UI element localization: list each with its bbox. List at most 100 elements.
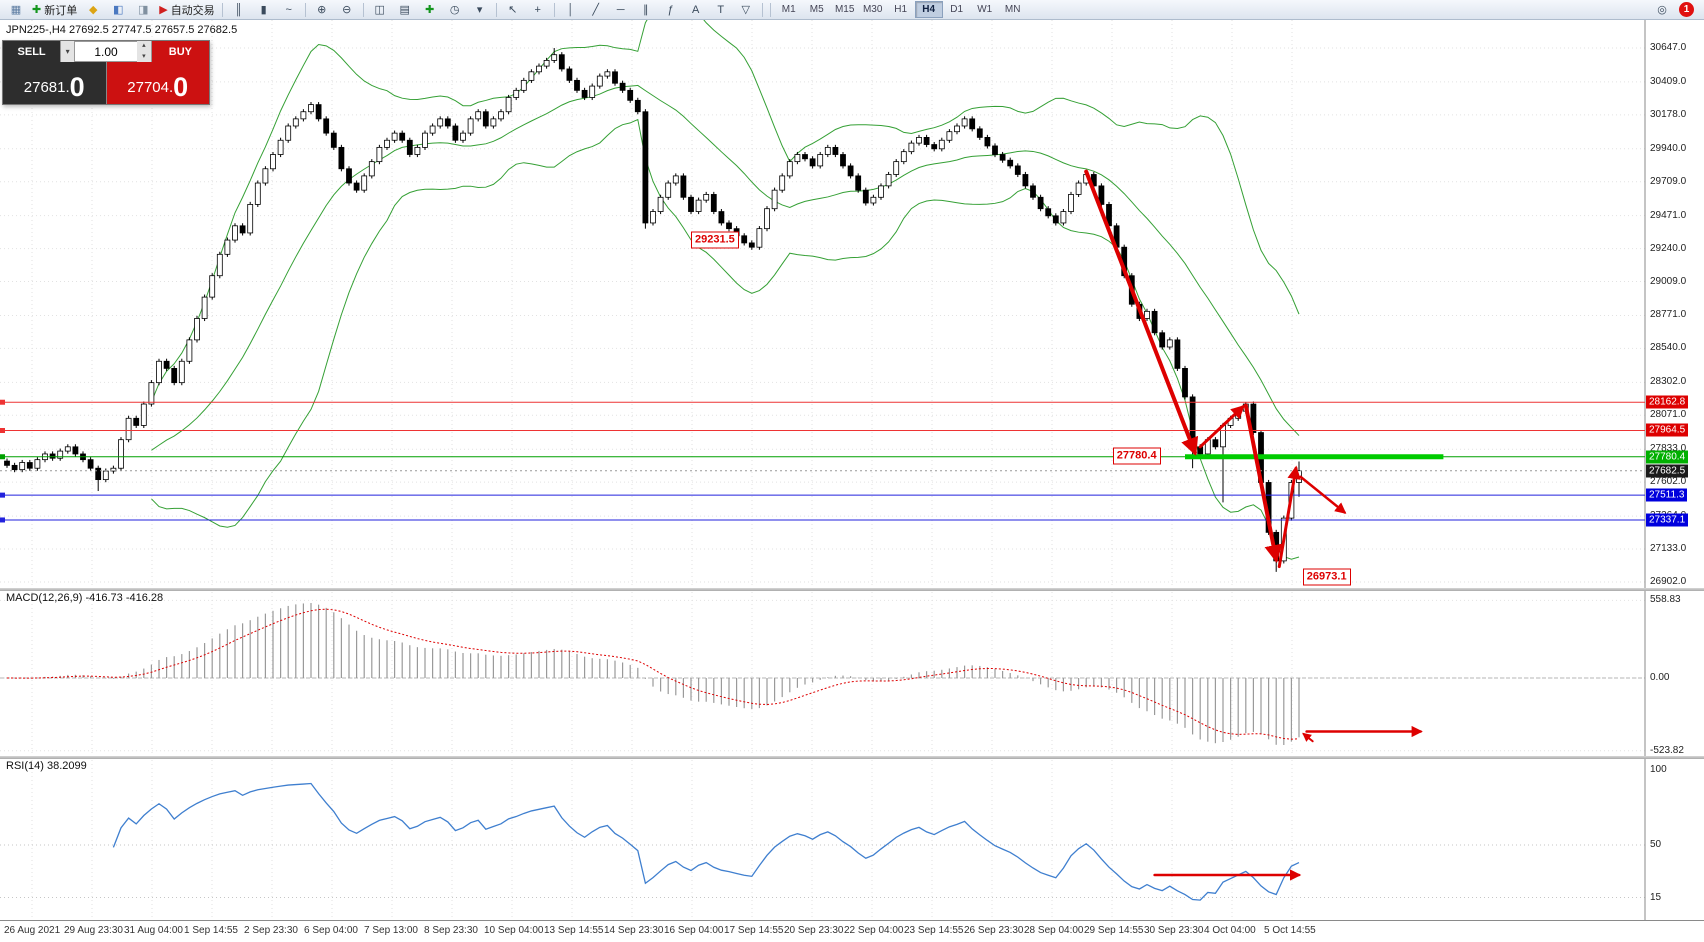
price-scale-label: 27133.0 — [1650, 543, 1687, 555]
search-icon[interactable]: ◎ — [1657, 4, 1667, 16]
timeframe-d1-button[interactable]: D1 — [950, 4, 964, 15]
drawn-arrows[interactable] — [1084, 169, 1423, 881]
sell-price-frac: 0 — [69, 72, 85, 102]
pane-separator[interactable] — [0, 756, 1704, 759]
rsi-indicator-label: RSI(14) 38.2099 — [6, 760, 87, 772]
label-tool-icon: T — [717, 3, 725, 16]
horizontal-line-tool-icon[interactable]: ─ — [609, 1, 633, 19]
arrange-windows-icon: ▤ — [399, 4, 410, 16]
cursor-icon[interactable]: ↖ — [501, 1, 525, 19]
text-tool-icon[interactable]: A — [684, 1, 708, 19]
timeframe-h4-button[interactable]: H4 — [914, 1, 943, 18]
price-tag: 27964.5 — [1646, 423, 1689, 437]
zoom-in-icon[interactable]: ⊕ — [310, 1, 334, 19]
sell-button[interactable]: SELL — [3, 41, 61, 62]
price-scale-label: 28771.0 — [1650, 309, 1687, 321]
price-annotation[interactable]: 27780.4 — [1112, 447, 1161, 465]
price-scale-label: 30178.0 — [1650, 108, 1687, 120]
timeframe-w1-button[interactable]: W1 — [977, 4, 993, 15]
trendline-tool-icon[interactable]: ╱ — [584, 1, 608, 19]
charts-window-icon[interactable]: ▦ — [4, 1, 28, 19]
data-window-icon: ◧ — [113, 4, 124, 16]
volume-input[interactable] — [75, 41, 137, 62]
toolbar: ▦ ✚ 新订单 ◆ ◧ ◨ ▶ 自动交易 ║ ▮ ~ ⊕ ⊖ ◫ ▤ ✚ ◷ ▾ ↖ + │ ╱ ─ ∥ ƒ A T ▽ M1 M5 M1… — [0, 0, 1704, 20]
autotrading-button[interactable]: ▶ 自动交易 — [156, 1, 217, 19]
sell-price[interactable]: 27681. 0 — [3, 62, 107, 104]
time-label: 4 Oct 04:00 — [1204, 925, 1256, 936]
time-label: 8 Sep 23:30 — [424, 925, 478, 936]
time-label: 28 Sep 04:00 — [1024, 925, 1084, 936]
buy-price[interactable]: 27704. 0 — [106, 62, 209, 104]
channel-tool-icon: ∥ — [642, 4, 649, 16]
templates-dropdown-icon[interactable]: ▾ — [468, 1, 492, 19]
new-order-button[interactable]: ✚ 新订单 — [29, 1, 80, 19]
candles-chart-icon: ▮ — [260, 4, 267, 16]
trend-arrow[interactable] — [1302, 732, 1314, 743]
timeframe-m1-button[interactable]: M1 — [781, 4, 796, 15]
price-scale-label: 30409.0 — [1650, 75, 1687, 87]
timeframe-mn-button[interactable]: MN — [1004, 4, 1021, 15]
channel-tool-icon[interactable]: ∥ — [634, 1, 658, 19]
arrange-windows-icon[interactable]: ▤ — [393, 1, 417, 19]
volume-up-icon[interactable]: ▴ — [137, 41, 151, 52]
time-label: 17 Sep 14:55 — [724, 925, 784, 936]
toolbar-buttons-group: ▦ ✚ 新订单 ◆ ◧ ◨ ▶ 自动交易 ║ ▮ ~ ⊕ ⊖ ◫ ▤ ✚ ◷ ▾ ↖ + │ ╱ ─ ∥ ƒ A T ▽ — [4, 1, 766, 19]
bars-chart-icon: ║ — [234, 3, 243, 16]
zoom-out-icon[interactable]: ⊖ — [335, 1, 359, 19]
price-annotation[interactable]: 26973.1 — [1302, 568, 1351, 586]
notifications-badge[interactable]: 1 — [1679, 2, 1694, 17]
macd-scale-label: -523.82 — [1650, 744, 1684, 756]
new-order-button-label: 新订单 — [44, 4, 78, 17]
trend-arrow[interactable] — [1277, 465, 1301, 569]
rsi-scale-label: 100 — [1650, 764, 1667, 775]
volume-dropdown-icon[interactable]: ▾ — [60, 41, 75, 62]
buy-button[interactable]: BUY — [151, 41, 209, 62]
data-window-icon[interactable]: ◧ — [106, 1, 130, 19]
autotrading-button: ▶ — [159, 4, 168, 16]
label-tool-icon[interactable]: T — [709, 1, 733, 19]
candles — [4, 48, 1302, 572]
candles-chart-icon[interactable]: ▮ — [252, 1, 276, 19]
market-watch-icon[interactable]: ◆ — [81, 1, 105, 19]
time-label: 30 Sep 23:30 — [1144, 925, 1204, 936]
time-label: 10 Sep 04:00 — [484, 925, 544, 936]
time-label: 22 Sep 04:00 — [844, 925, 904, 936]
line-chart-icon[interactable]: ~ — [277, 1, 301, 19]
vertical-line-tool-icon[interactable]: │ — [559, 1, 583, 19]
bars-chart-icon[interactable]: ║ — [227, 1, 251, 19]
time-label: 23 Sep 14:55 — [904, 925, 964, 936]
autotrading-button-label: 自动交易 — [170, 4, 215, 17]
pane-separator[interactable] — [0, 588, 1704, 591]
rsi-scale-label: 15 — [1650, 891, 1662, 903]
price-scale-label: 29940.0 — [1650, 142, 1687, 154]
add-indicator-icon[interactable]: ✚ — [418, 1, 442, 19]
time-label: 6 Sep 04:00 — [304, 925, 358, 936]
price-annotation[interactable]: 29231.5 — [691, 231, 739, 249]
crosshair-icon[interactable]: + — [526, 1, 550, 19]
horizontal-levels[interactable] — [0, 399, 1645, 523]
timeframe-h1-button[interactable]: H1 — [894, 4, 908, 15]
shapes-tool-icon[interactable]: ▽ — [734, 1, 758, 19]
timeframe-m5-button[interactable]: M5 — [809, 4, 824, 15]
period-clock-icon[interactable]: ◷ — [443, 1, 467, 19]
time-label: 20 Sep 23:30 — [784, 925, 844, 936]
trend-arrow[interactable] — [1243, 403, 1283, 564]
trend-arrow[interactable] — [1198, 405, 1245, 449]
terminal-icon[interactable]: ◨ — [131, 1, 155, 19]
market-watch-icon: ◆ — [88, 4, 98, 16]
time-label: 13 Sep 14:55 — [544, 925, 604, 936]
trend-arrow[interactable] — [1299, 475, 1347, 514]
trend-arrow[interactable] — [1084, 169, 1199, 456]
timeframe-buttons-group: M1 M5 M15 M30 H1 H4 D1 W1 MN — [775, 1, 1027, 18]
volume-down-icon[interactable]: ▾ — [137, 51, 151, 62]
time-axis[interactable] — [0, 920, 1704, 942]
price-tag: 28162.8 — [1646, 395, 1689, 409]
fibonacci-tool-icon[interactable]: ƒ — [659, 1, 683, 19]
time-label: 7 Sep 13:00 — [364, 925, 418, 936]
timeframe-m30-button[interactable]: M30 — [862, 4, 883, 15]
trendline-tool-icon: ╱ — [592, 4, 599, 16]
tile-windows-icon[interactable]: ◫ — [368, 1, 392, 19]
time-label: 16 Sep 04:00 — [664, 925, 724, 936]
timeframe-m15-button[interactable]: M15 — [834, 4, 855, 15]
